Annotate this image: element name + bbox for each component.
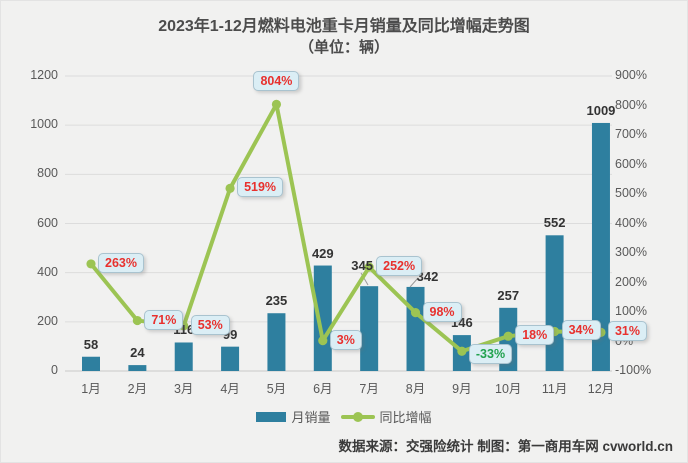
y-right-tick-500: 500% xyxy=(615,186,647,200)
yoy-marker-7月 xyxy=(364,262,374,272)
y-left-tick-1000: 1000 xyxy=(30,117,58,132)
x-tick-3月: 3月 xyxy=(173,382,194,396)
yoy-label-4月: 519% xyxy=(237,177,284,198)
x-tick-10月: 10月 xyxy=(495,382,522,396)
x-tick-6月: 6月 xyxy=(313,382,333,396)
y-right-tick-300: 300% xyxy=(615,245,647,259)
yoy-marker-4月 xyxy=(225,183,235,193)
x-tick-1月: 1月 xyxy=(81,382,101,396)
bar-value-2月: 24 xyxy=(130,345,145,361)
yoy-label-8月: 98% xyxy=(422,301,462,322)
y-left-tick-400: 400 xyxy=(37,264,58,279)
bar-3月 xyxy=(174,342,193,371)
bar-4月 xyxy=(221,346,240,371)
yoy-label-7月: 252% xyxy=(376,256,423,277)
legend-yoy-label: 同比增幅 xyxy=(379,410,432,425)
yoy-label-3月: 53% xyxy=(190,314,230,335)
bar-12月 xyxy=(591,122,610,372)
chart-title: 2023年1-12月燃料电池重卡月销量及同比增幅走势图 xyxy=(158,18,530,35)
legend-item-sales: 月销量 xyxy=(256,407,331,426)
bar-value-7月: 345 xyxy=(351,258,373,274)
x-tick-2月: 2月 xyxy=(127,382,148,396)
y-left-tick-0: 0 xyxy=(51,363,58,377)
y-right-tick-200: 200% xyxy=(615,274,647,289)
bar-5月 xyxy=(267,313,286,371)
y-right-tick-800: 800% xyxy=(615,97,647,112)
y-right-tick-100: 100% xyxy=(615,304,647,318)
yoy-label-12月: 31% xyxy=(607,321,647,342)
y-right-tick--100: -100% xyxy=(615,363,652,377)
bar-7月 xyxy=(360,286,379,371)
x-tick-9月: 9月 xyxy=(452,382,472,396)
x-tick-4月: 4月 xyxy=(220,382,240,396)
yoy-label-11月: 34% xyxy=(561,320,601,341)
bar-swatch-icon xyxy=(256,411,287,422)
bar-value-8月: 342 xyxy=(416,268,439,284)
bar-6月 xyxy=(313,265,332,371)
bar-value-6月: 429 xyxy=(311,245,334,261)
yoy-marker-6月 xyxy=(318,336,328,346)
y-right-tick-700: 700% xyxy=(615,127,647,141)
bar-value-5月: 235 xyxy=(265,293,288,309)
y-right-tick-400: 400% xyxy=(615,215,647,230)
yoy-label-1月: 263% xyxy=(98,252,144,273)
bar-1月 xyxy=(82,356,100,371)
yoy-marker-8月 xyxy=(410,307,421,318)
x-tick-11月: 11月 xyxy=(541,382,568,396)
y-right-tick-600: 600% xyxy=(615,156,647,171)
y-left-tick-800: 800 xyxy=(37,166,58,181)
bar-value-12月: 1009 xyxy=(586,102,616,118)
bar-8月 xyxy=(406,286,425,371)
yoy-label-6月: 3% xyxy=(329,329,362,350)
leader-line-8 xyxy=(409,277,419,288)
y-left-tick-1200: 1200 xyxy=(30,68,58,82)
yoy-label-2月: 71% xyxy=(144,309,184,330)
yoy-label-10月: 18% xyxy=(515,325,555,346)
x-tick-8月: 8月 xyxy=(405,382,426,396)
legend: 月销量 同比增幅 xyxy=(1,407,687,426)
legend-item-yoy: 同比增幅 xyxy=(340,407,432,426)
x-tick-5月: 5月 xyxy=(266,382,287,396)
bar-value-10月: 257 xyxy=(497,287,520,303)
bar-11月 xyxy=(545,235,564,371)
data-source-footer: 数据来源：交强险统计 制图：第一商用车网 cvworld.cn xyxy=(338,439,673,454)
yoy-marker-5月 xyxy=(271,99,282,109)
yoy-label-9月: -33% xyxy=(468,344,513,365)
chart-subtitle: （单位：辆） xyxy=(298,39,389,57)
x-tick-12月: 12月 xyxy=(587,382,615,396)
bar-value-1月: 58 xyxy=(83,336,99,352)
yoy-marker-1月 xyxy=(86,259,96,269)
x-tick-7月: 7月 xyxy=(359,382,379,396)
yoy-marker-2月 xyxy=(132,315,142,326)
title-block: 2023年1-12月燃料电池重卡月销量及同比增幅走势图 （单位：辆） xyxy=(1,15,687,58)
yoy-label-5月: 804% xyxy=(253,71,300,92)
bar-value-11月: 552 xyxy=(543,215,566,231)
line-swatch-icon xyxy=(340,411,375,423)
legend-sales-label: 月销量 xyxy=(291,410,331,425)
y-left-tick-600: 600 xyxy=(37,215,58,230)
bar-2月 xyxy=(128,365,147,371)
yoy-marker-10月 xyxy=(503,331,513,341)
yoy-marker-9月 xyxy=(457,346,467,356)
y-right-tick-900: 900% xyxy=(615,68,647,82)
y-left-tick-200: 200 xyxy=(37,313,58,328)
